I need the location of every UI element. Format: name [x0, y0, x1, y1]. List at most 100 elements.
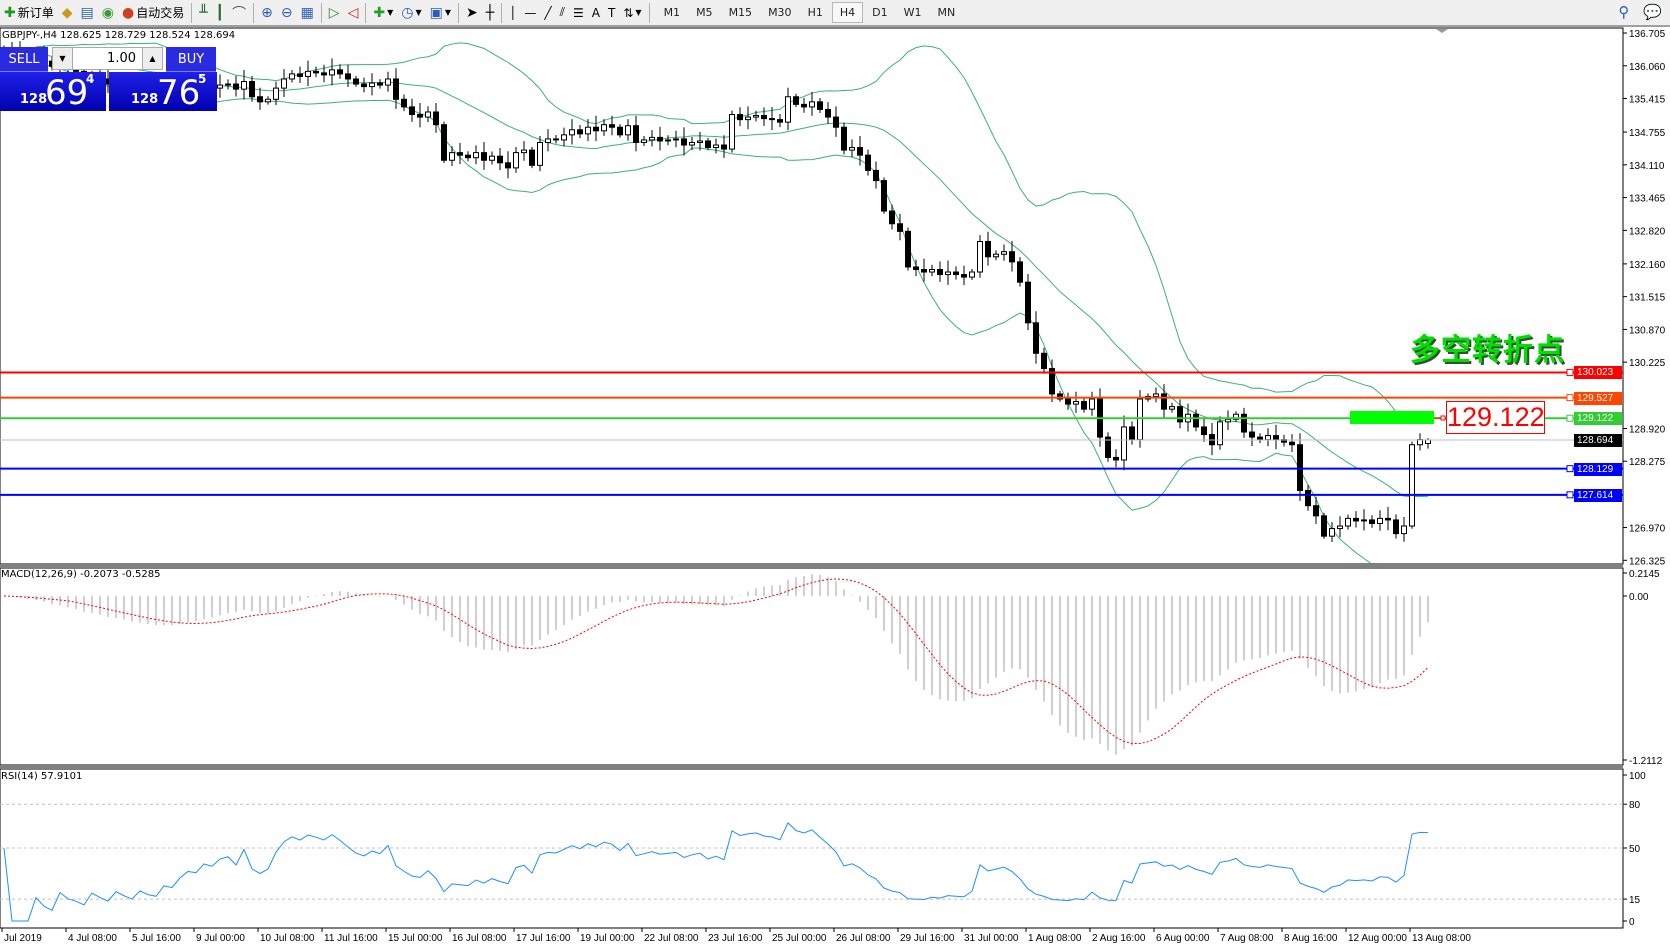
candle	[409, 98, 415, 122]
candle	[433, 103, 439, 133]
candle-body	[257, 96, 263, 103]
timeframe-w1[interactable]: W1	[903, 6, 922, 19]
candle-body	[1425, 439, 1431, 444]
lot-decrease-icon[interactable]: ▼	[53, 48, 73, 69]
candle	[553, 135, 559, 144]
arrows-button[interactable]: ⇅ ▼	[619, 2, 645, 24]
candle-body	[1193, 413, 1199, 428]
lot-input[interactable]: 1.00	[107, 51, 136, 66]
candle	[1217, 416, 1223, 450]
candle	[217, 74, 223, 98]
new-order-button[interactable]: ✚ 新订单	[0, 2, 58, 24]
equidistant-channel-button[interactable]: ⫽	[556, 2, 569, 24]
timeframe-mn[interactable]: MN	[937, 6, 956, 19]
search-icon[interactable]: ⚲	[1618, 3, 1630, 21]
time-tick-label: Jul 2019	[4, 933, 42, 944]
indicators-icon: ✚	[373, 4, 386, 21]
macd-signal-line	[3, 578, 1429, 745]
timeframe-m15[interactable]: M15	[728, 6, 753, 19]
navigator-button[interactable]: ◆	[58, 2, 77, 24]
candle-chart-button[interactable]: ┃	[212, 2, 228, 24]
candle-body	[641, 139, 647, 143]
timeframe-m1[interactable]: M1	[663, 6, 681, 19]
horizontal-line-button[interactable]: —	[520, 2, 540, 24]
buy-button[interactable]: BUY	[166, 47, 216, 72]
vertical-line-button[interactable]: │	[505, 2, 520, 24]
timeframe-m30[interactable]: M30	[768, 6, 792, 19]
sell-button[interactable]: SELL	[0, 47, 48, 72]
candle	[905, 227, 911, 271]
candle-body	[1273, 435, 1279, 441]
timeframe-h4[interactable]: H4	[831, 2, 864, 23]
candle-body	[713, 144, 719, 149]
candle	[257, 87, 263, 110]
lot-increase-icon[interactable]: ▲	[142, 48, 162, 69]
time-tick-label: 23 Jul 16:00	[708, 933, 763, 944]
candle	[305, 60, 311, 87]
candle	[697, 131, 703, 151]
text-label-button[interactable]: T	[604, 2, 619, 24]
zoom-out-button[interactable]: ⊖	[277, 2, 297, 24]
candle-body	[929, 268, 935, 273]
candle	[361, 77, 367, 93]
sell-price[interactable]: 128 69 4	[0, 72, 106, 111]
candle	[1305, 484, 1311, 511]
crosshair-button[interactable]: ┼	[482, 2, 498, 24]
candle	[825, 102, 831, 124]
candle-body	[657, 136, 663, 142]
indicators-button[interactable]: ✚ ▼	[369, 2, 397, 24]
rsi-tick-label: 80	[1629, 800, 1641, 811]
candle-body	[1217, 421, 1223, 446]
candle-body	[1065, 398, 1071, 405]
templates-button[interactable]: ▣ ▼	[426, 2, 455, 24]
time-tick-label: 12 Aug 00:00	[1348, 933, 1407, 944]
zoom-in-button[interactable]: ⊕	[257, 2, 277, 24]
text-button[interactable]: A	[588, 2, 604, 24]
candle	[1409, 441, 1415, 529]
timeframe-h1[interactable]: H1	[807, 6, 823, 19]
tile-windows-button[interactable]: ▦	[297, 2, 318, 24]
periods-button[interactable]: ◷ ▼	[397, 2, 425, 24]
timeframe-d1[interactable]: D1	[872, 6, 888, 19]
candle-body	[1249, 431, 1255, 438]
price-tick-label: 130.870	[1629, 325, 1666, 336]
terminal-button[interactable]: ▤	[77, 2, 98, 24]
trendline-button[interactable]: ╱	[540, 2, 555, 24]
time-tick-label: 13 Aug 08:00	[1412, 933, 1471, 944]
annotation-handle	[1440, 415, 1446, 421]
candle	[953, 266, 959, 280]
candle-body	[897, 223, 903, 232]
candle-body	[345, 73, 351, 80]
signals-button[interactable]: ◉	[98, 2, 118, 24]
candle-body	[809, 101, 815, 108]
annotation-zone	[1350, 411, 1434, 424]
price-tick-label: 128.920	[1629, 424, 1666, 435]
candle	[449, 146, 455, 167]
cursor-button[interactable]: ➤	[462, 2, 482, 24]
buy-price[interactable]: 128 76 5	[109, 72, 217, 111]
chat-icon[interactable]: 💬	[1643, 3, 1662, 21]
candle-body	[465, 154, 471, 159]
fibonacci-button[interactable]: ☰	[569, 2, 588, 24]
lot-stepper[interactable]: ▼ 1.00 ▲	[52, 47, 163, 70]
timeframe-m5[interactable]: M5	[696, 6, 713, 19]
candle	[1353, 511, 1359, 528]
candle	[281, 69, 287, 97]
candle	[681, 127, 687, 156]
candle-body	[585, 126, 591, 135]
annotation-price-box[interactable]: 129.122	[1446, 401, 1545, 434]
line-chart-button[interactable]: ⌒	[228, 2, 250, 24]
chart-shift-button[interactable]: ◁	[344, 2, 363, 24]
candle	[225, 79, 231, 90]
candle	[1289, 434, 1295, 453]
candle	[1025, 274, 1031, 331]
candle	[569, 119, 575, 145]
candle-body	[545, 138, 551, 143]
auto-trading-button[interactable]: ● 自动交易	[118, 2, 188, 24]
autoscroll-button[interactable]: ▷	[325, 2, 344, 24]
bar-chart-button[interactable]: ╨	[195, 2, 211, 24]
candle	[1361, 509, 1367, 531]
auto-trading-icon: ●	[121, 4, 135, 21]
zoom-out-icon: ⊖	[280, 4, 293, 21]
